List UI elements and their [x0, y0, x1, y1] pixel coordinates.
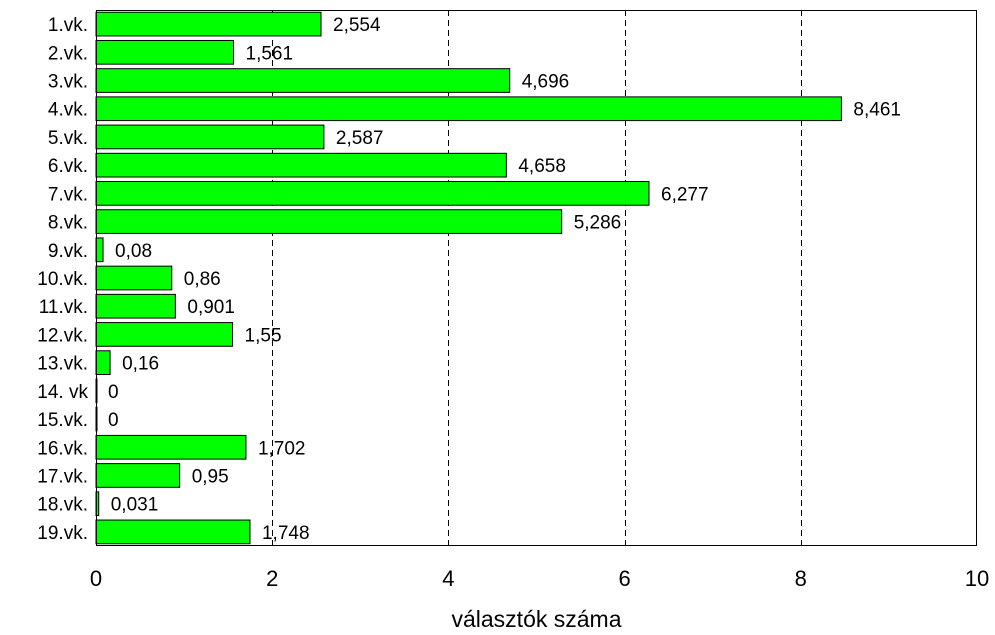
bar-4	[95, 96, 842, 122]
category-label-2: 2.vk.	[48, 43, 88, 64]
category-label-13: 13.vk.	[37, 354, 88, 375]
bar-7	[95, 181, 650, 206]
category-label-14: 14. vk	[37, 382, 88, 403]
category-label-15: 15.vk.	[37, 410, 88, 431]
x-tick-label-6: 6	[618, 566, 630, 591]
bar-2	[95, 39, 235, 65]
value-label-16: 1,702	[258, 438, 306, 459]
bar-5	[95, 124, 325, 150]
value-label-13: 0,16	[122, 354, 159, 375]
value-label-17: 0,95	[192, 466, 229, 487]
value-label-3: 4,696	[522, 72, 570, 93]
value-label-10: 0,86	[184, 269, 221, 290]
category-label-9: 9.vk.	[48, 241, 88, 262]
category-label-17: 17.vk.	[37, 466, 88, 487]
value-label-5: 2,587	[336, 128, 384, 149]
value-label-18: 0,031	[111, 495, 159, 516]
category-label-5: 5.vk.	[48, 128, 88, 149]
bar-10	[95, 265, 173, 291]
value-label-11: 0,901	[187, 297, 235, 318]
category-label-6: 6.vk.	[48, 156, 88, 177]
value-label-4: 8,461	[853, 100, 901, 121]
category-label-8: 8.vk.	[48, 213, 88, 234]
value-label-2: 1,561	[246, 43, 294, 64]
category-label-10: 10.vk.	[37, 269, 88, 290]
category-label-11: 11.vk.	[39, 297, 88, 318]
category-label-3: 3.vk.	[48, 72, 88, 93]
value-label-15: 0	[108, 410, 119, 431]
plot-area-frame	[96, 10, 977, 546]
category-label-19: 19.vk.	[37, 523, 88, 544]
value-label-19: 1,748	[262, 523, 310, 544]
bar-8	[95, 209, 563, 234]
bar-3	[95, 68, 511, 93]
value-label-1: 2,554	[333, 15, 381, 36]
value-label-12: 1,55	[245, 325, 282, 346]
category-label-4: 4.vk.	[48, 100, 88, 121]
value-label-6: 4,658	[518, 156, 566, 177]
x-tick-label-10: 10	[965, 566, 989, 591]
bar-13	[95, 350, 111, 375]
bar-9	[95, 237, 104, 263]
value-label-14: 0	[108, 382, 119, 403]
value-label-9: 0,08	[115, 241, 152, 262]
bar-16	[95, 434, 247, 460]
category-label-1: 1.vk.	[48, 15, 88, 36]
bar-11	[95, 293, 176, 319]
bar-6	[95, 152, 507, 178]
bar-17	[95, 463, 181, 488]
bar-1	[95, 11, 322, 37]
category-label-7: 7.vk.	[48, 184, 88, 205]
value-label-8: 5,286	[574, 213, 622, 234]
x-tick-label-2: 2	[266, 566, 278, 591]
bar-12	[95, 322, 234, 347]
category-label-18: 18.vk.	[37, 495, 88, 516]
x-tick-label-8: 8	[795, 566, 807, 591]
x-tick-label-4: 4	[442, 566, 454, 591]
x-axis-title: választók száma	[451, 606, 621, 632]
x-tick-labels: 0 2 4 6 8 10	[90, 566, 989, 591]
category-label-12: 12.vk.	[37, 325, 88, 346]
category-label-16: 16.vk.	[37, 438, 88, 459]
value-labels: 2,554 1,561 4,696 8,461 2,587 4,658 6,277 5,286…	[108, 15, 901, 544]
x-tick-label-0: 0	[90, 566, 102, 591]
category-labels: 1.vk. 2.vk. 3.vk. 4.vk. 5.vk. 6.vk. 7.vk. 8.vk.…	[37, 15, 88, 544]
value-label-7: 6,277	[661, 184, 709, 205]
bar-19	[95, 519, 251, 545]
